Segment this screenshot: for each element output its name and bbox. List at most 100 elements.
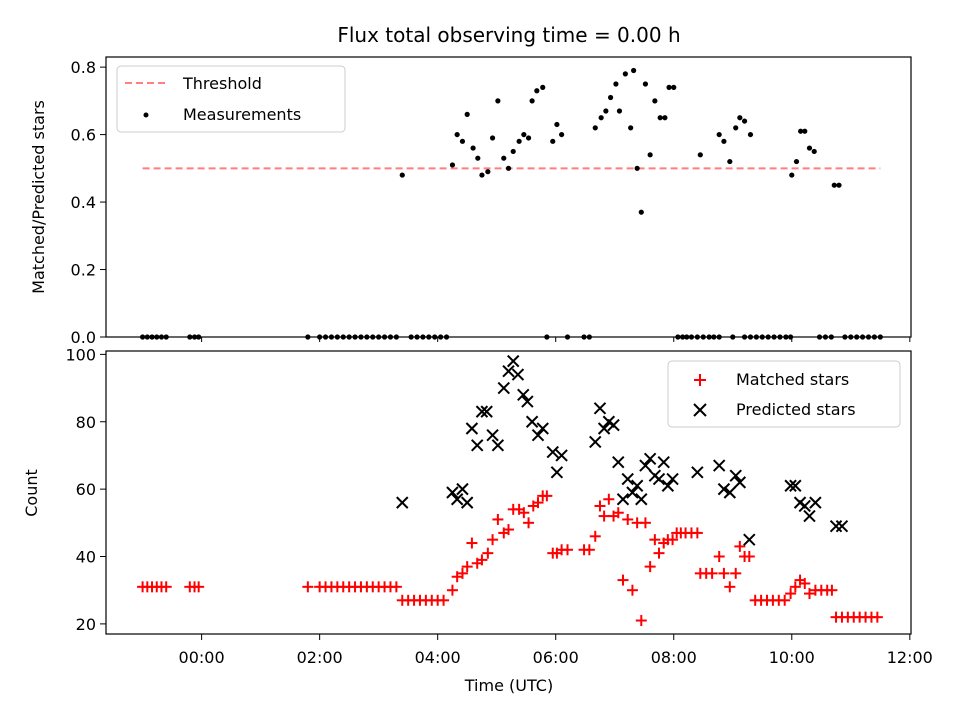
predicted-star-point <box>616 493 630 506</box>
measurement-point <box>657 115 663 121</box>
bottom-plot-frame <box>105 350 912 635</box>
predicted-star-point <box>630 479 644 492</box>
top-legend-box <box>116 65 346 133</box>
measurement-point <box>631 67 637 74</box>
top-y-tick-label: 0.6 <box>71 126 96 145</box>
measurement-point <box>638 209 644 215</box>
predicted-star-point <box>525 415 539 428</box>
predicted-star-point <box>626 486 639 499</box>
top-legend: Threshold Measurements <box>116 65 346 133</box>
matched-star-point <box>461 561 473 573</box>
matched-star-point <box>871 611 883 623</box>
measurement-point <box>525 135 532 141</box>
measurement-point <box>836 182 842 188</box>
predicted-star-point <box>803 509 816 523</box>
measurement-point <box>662 115 668 121</box>
bottom-x-tick-label: 06:00 <box>533 648 579 667</box>
matched-star-point <box>492 513 504 525</box>
matched-star-point <box>826 584 838 596</box>
measurement-point <box>642 81 649 87</box>
measurement-point <box>737 115 743 121</box>
matched-star-point <box>617 574 629 586</box>
predicted-star-point <box>607 418 620 432</box>
predicted-star-point <box>635 493 648 506</box>
matched-star-point <box>734 540 746 552</box>
matched-star-point <box>193 581 205 593</box>
matched-star-point <box>730 567 742 579</box>
measurement-point <box>647 152 653 158</box>
predicted-star-point <box>789 479 802 492</box>
bottom-legend: Matched stars Predicted stars <box>667 360 901 428</box>
matched-star-point <box>653 547 665 559</box>
measurements-legend-swatch <box>143 112 149 118</box>
predicted-legend-label: Predicted stars <box>736 400 856 419</box>
predicted-star-point <box>597 422 611 435</box>
bottom-y-axis-label: Count <box>22 469 41 517</box>
measurement-point <box>454 131 460 138</box>
measurement-point <box>793 158 800 165</box>
predicted-star-point <box>612 455 625 469</box>
predicted-star-point <box>531 429 545 442</box>
top-panel: Flux total observing time = 0.00 h 0.00.… <box>29 23 912 347</box>
measurement-point <box>540 84 546 90</box>
measurement-point <box>666 84 672 90</box>
matched-star-point <box>785 588 797 600</box>
predicted-star-point <box>517 388 530 402</box>
bottom-axis-ticks: 20 40 60 80 100 00:00 02:00 04:00 06:00 08:00 10:0… <box>65 345 932 667</box>
matched-star-point <box>438 594 450 606</box>
measurement-point <box>399 172 405 178</box>
predicted-star-point <box>723 486 737 499</box>
matched-star-point <box>691 527 703 539</box>
predicted-star-point <box>809 496 822 509</box>
measurement-point <box>550 138 556 144</box>
measurement-point <box>489 135 496 141</box>
measurement-point <box>652 98 658 104</box>
measurement-point <box>806 145 813 151</box>
measurement-point <box>464 111 470 117</box>
matched-star-point <box>779 594 791 606</box>
predicted-star-point <box>491 439 505 452</box>
matched-star-point <box>649 534 661 546</box>
bottom-x-tick-label: 10:00 <box>769 648 815 667</box>
predicted-legend-swatch <box>693 403 707 417</box>
measurement-point <box>616 108 623 114</box>
matched-star-point <box>487 534 499 546</box>
matched-star-point <box>482 547 494 559</box>
predicted-star-point <box>784 479 797 492</box>
predicted-star-point <box>798 499 811 513</box>
predicted-star-point <box>717 482 731 496</box>
measurement-point <box>798 128 804 134</box>
matched-star-point <box>456 567 468 579</box>
measurement-point <box>501 155 507 161</box>
predicted-star-point <box>536 422 549 435</box>
predicted-star-point <box>507 354 520 368</box>
matched-star-point <box>644 561 656 573</box>
predicted-star-point <box>480 405 493 418</box>
predicted-star-point <box>521 395 534 408</box>
predicted-star-point <box>829 519 843 533</box>
predicted-star-point <box>502 365 515 378</box>
bottom-y-tick-label: 80 <box>76 413 96 432</box>
measurement-point <box>475 155 481 161</box>
matched-star-point <box>803 588 815 600</box>
matched-star-point <box>476 554 488 566</box>
threshold-legend-label: Threshold <box>182 74 262 93</box>
matched-legend-swatch <box>694 374 706 386</box>
predicted-star-point <box>450 493 464 506</box>
measurement-point <box>505 165 512 171</box>
measurement-point <box>608 94 614 101</box>
measurement-point <box>613 81 619 87</box>
predicted-star-point <box>471 439 484 452</box>
bottom-x-tick-label: 08:00 <box>651 648 697 667</box>
top-plot-frame <box>105 56 912 338</box>
predicted-star-point <box>733 476 747 489</box>
measurement-point <box>747 131 754 138</box>
matched-star-point <box>446 584 458 596</box>
measurement-point <box>485 169 491 175</box>
bottom-x-tick-label: 12:00 <box>887 648 933 667</box>
matched-star-point <box>706 567 718 579</box>
measurement-point <box>831 182 837 188</box>
predicted-star-point <box>550 466 564 479</box>
predicted-star-point <box>593 402 607 415</box>
